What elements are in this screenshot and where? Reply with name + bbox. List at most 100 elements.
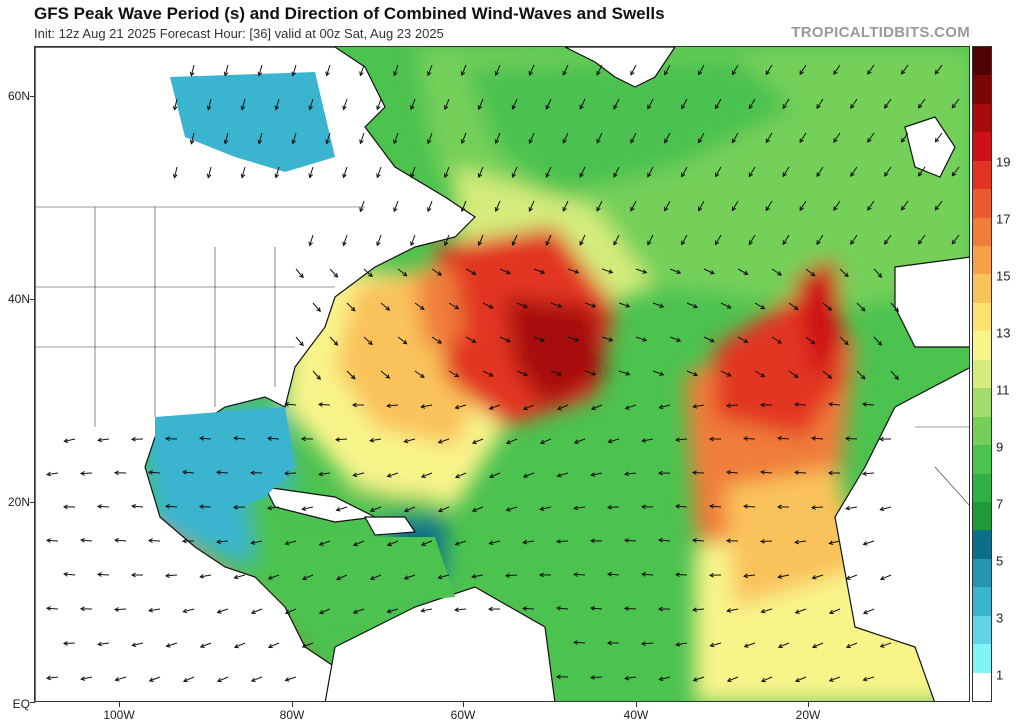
colorbar-label: 7 (996, 496, 1004, 512)
colorbar-label: 11 (996, 382, 1010, 398)
lon-label-60w: 60W (450, 708, 476, 722)
direction-arrow (454, 472, 467, 479)
direction-arrow (839, 336, 849, 346)
lon-tick (119, 702, 120, 707)
colorbar-label: 13 (996, 325, 1011, 341)
direction-arrow (312, 302, 321, 313)
lon-label-20w: 20W (795, 708, 821, 722)
direction-arrow (799, 200, 807, 212)
direction-arrow (828, 608, 841, 615)
direction-arrow (878, 436, 892, 442)
direction-arrow (669, 336, 682, 343)
direction-arrow (664, 132, 671, 144)
direction-arrow (342, 98, 348, 111)
direction-arrow (777, 574, 790, 579)
direction-arrow (403, 574, 416, 580)
direction-arrow (283, 471, 297, 476)
direction-arrow (794, 608, 807, 614)
lon-tick (636, 702, 637, 707)
lat-tick (30, 502, 35, 503)
direction-arrow (811, 435, 824, 441)
direction-arrow (862, 540, 875, 546)
colorbar-swatch (973, 189, 991, 218)
direction-arrow (873, 268, 883, 278)
direction-arrow (97, 641, 110, 647)
direction-arrow (114, 537, 127, 543)
direction-arrow (714, 166, 722, 178)
lat-label-20n: 20N (7, 495, 30, 509)
direction-arrow (79, 471, 93, 476)
direction-arrow (635, 336, 648, 342)
direction-arrow (720, 370, 732, 377)
map-canvas (35, 47, 969, 701)
direction-arrow (691, 538, 705, 543)
direction-arrow (579, 234, 586, 246)
direction-arrow (759, 538, 773, 544)
direction-arrow (386, 472, 399, 478)
direction-arrow (437, 574, 450, 580)
direction-arrow (900, 132, 909, 143)
direction-arrow (658, 404, 671, 410)
colorbar-swatch (973, 217, 991, 246)
direction-arrow (250, 676, 263, 683)
direction-arrow (206, 98, 212, 111)
direction-arrow (410, 98, 416, 111)
direction-arrow (606, 504, 620, 510)
colorbar-swatch (973, 302, 991, 332)
direction-arrow (380, 370, 391, 379)
direction-arrow (437, 438, 450, 444)
wave-period-map[interactable] (34, 46, 970, 702)
direction-arrow (291, 132, 297, 145)
direction-arrow (555, 539, 569, 544)
direction-arrow (725, 538, 739, 544)
direction-arrow (584, 370, 597, 376)
direction-arrow (369, 574, 382, 581)
direction-arrow (538, 572, 552, 578)
direction-arrow (794, 539, 807, 545)
direction-arrow (300, 436, 314, 442)
direction-arrow (833, 200, 841, 212)
colorbar-swatch (973, 160, 991, 190)
direction-arrow (533, 336, 546, 343)
direction-arrow (731, 64, 739, 76)
colorbar-swatch (973, 615, 991, 645)
lat-label-60n: 60N (7, 89, 30, 103)
direction-arrow (788, 302, 799, 311)
direction-arrow (590, 404, 603, 411)
direction-arrow (352, 472, 365, 478)
direction-arrow (777, 435, 790, 441)
brand-watermark: TROPICALTIDBITS.COM (791, 24, 970, 41)
direction-arrow (635, 268, 648, 274)
direction-arrow (516, 302, 529, 309)
direction-arrow (850, 166, 858, 177)
direction-arrow (856, 302, 866, 312)
direction-arrow (550, 370, 563, 376)
direction-arrow (833, 132, 841, 144)
direction-arrow (45, 606, 59, 611)
direction-arrow (618, 302, 631, 308)
direction-arrow (477, 166, 484, 179)
direction-arrow (793, 470, 807, 475)
direction-arrow (584, 302, 597, 308)
hudson-bay-water (170, 72, 335, 172)
direction-arrow (420, 472, 433, 479)
colorbar-label: 15 (996, 268, 1011, 284)
direction-arrow (810, 505, 824, 510)
direction-arrow (528, 132, 535, 144)
direction-arrow (765, 64, 773, 76)
direction-arrow (760, 676, 773, 683)
direction-arrow (567, 268, 580, 274)
direction-arrow (386, 608, 399, 614)
direction-arrow (233, 574, 246, 580)
direction-arrow (511, 234, 518, 247)
direction-arrow (737, 336, 749, 343)
direction-arrow (369, 506, 382, 512)
direction-arrow (556, 472, 569, 478)
direction-arrow (301, 506, 314, 511)
direction-arrow (742, 504, 756, 509)
chart-title: GFS Peak Wave Period (s) and Direction o… (34, 4, 665, 23)
colorbar-swatch (973, 46, 991, 76)
direction-arrow (545, 234, 552, 246)
colorbar-label: 19 (996, 154, 1011, 170)
direction-arrow (249, 470, 263, 476)
